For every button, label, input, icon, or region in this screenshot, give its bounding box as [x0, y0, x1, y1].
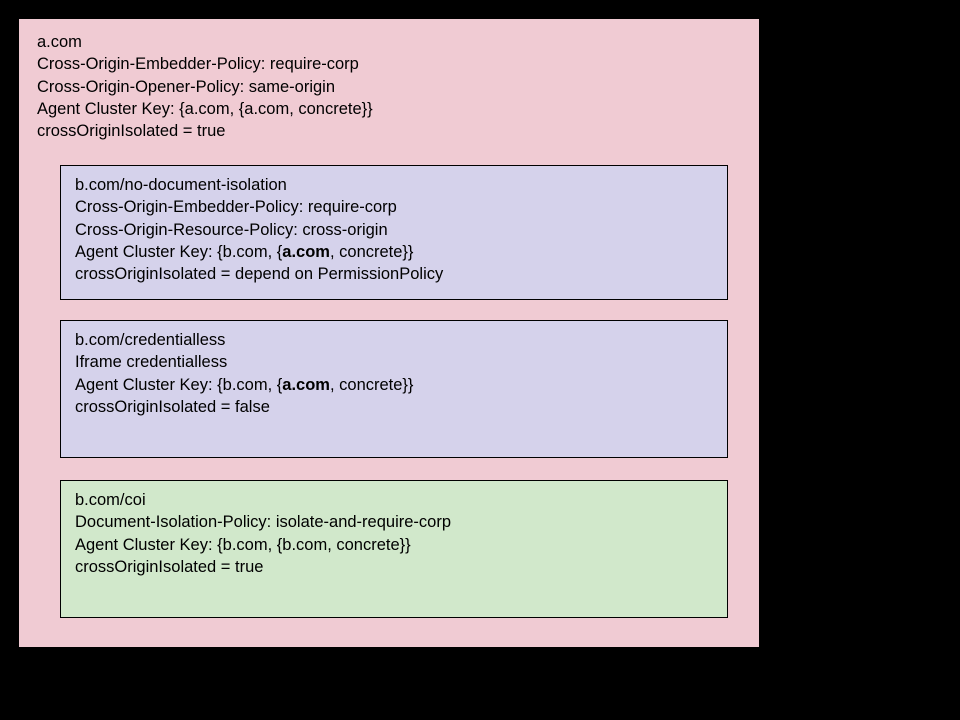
text-line: Cross-Origin-Embedder-Policy: require-co…: [75, 196, 713, 218]
text-line: Agent Cluster Key: {b.com, {b.com, concr…: [75, 534, 713, 556]
frame-b-credentialless: b.com/credentiallessIframe credentialles…: [60, 320, 728, 458]
text-line: b.com/no-document-isolation: [75, 174, 713, 196]
frame-b-no-doc-isolation: b.com/no-document-isolationCross-Origin-…: [60, 165, 728, 300]
text-line: a.com: [37, 31, 741, 53]
text-line: Cross-Origin-Embedder-Policy: require-co…: [37, 53, 741, 75]
text-line: Cross-Origin-Resource-Policy: cross-orig…: [75, 219, 713, 241]
text-line: b.com/credentialless: [75, 329, 713, 351]
text-line: crossOriginIsolated = true: [37, 120, 741, 142]
text-line: Agent Cluster Key: {b.com, {a.com, concr…: [75, 374, 713, 396]
text-line: crossOriginIsolated = false: [75, 396, 713, 418]
text-line: b.com/coi: [75, 489, 713, 511]
frame-b-coi: b.com/coiDocument-Isolation-Policy: isol…: [60, 480, 728, 618]
text-line: Iframe credentialless: [75, 351, 713, 373]
text-line: Agent Cluster Key: {a.com, {a.com, concr…: [37, 98, 741, 120]
text-line: crossOriginIsolated = true: [75, 556, 713, 578]
text-line: Agent Cluster Key: {b.com, {a.com, concr…: [75, 241, 713, 263]
text-line: Document-Isolation-Policy: isolate-and-r…: [75, 511, 713, 533]
text-line: crossOriginIsolated = depend on Permissi…: [75, 263, 713, 285]
text-line: Cross-Origin-Opener-Policy: same-origin: [37, 76, 741, 98]
